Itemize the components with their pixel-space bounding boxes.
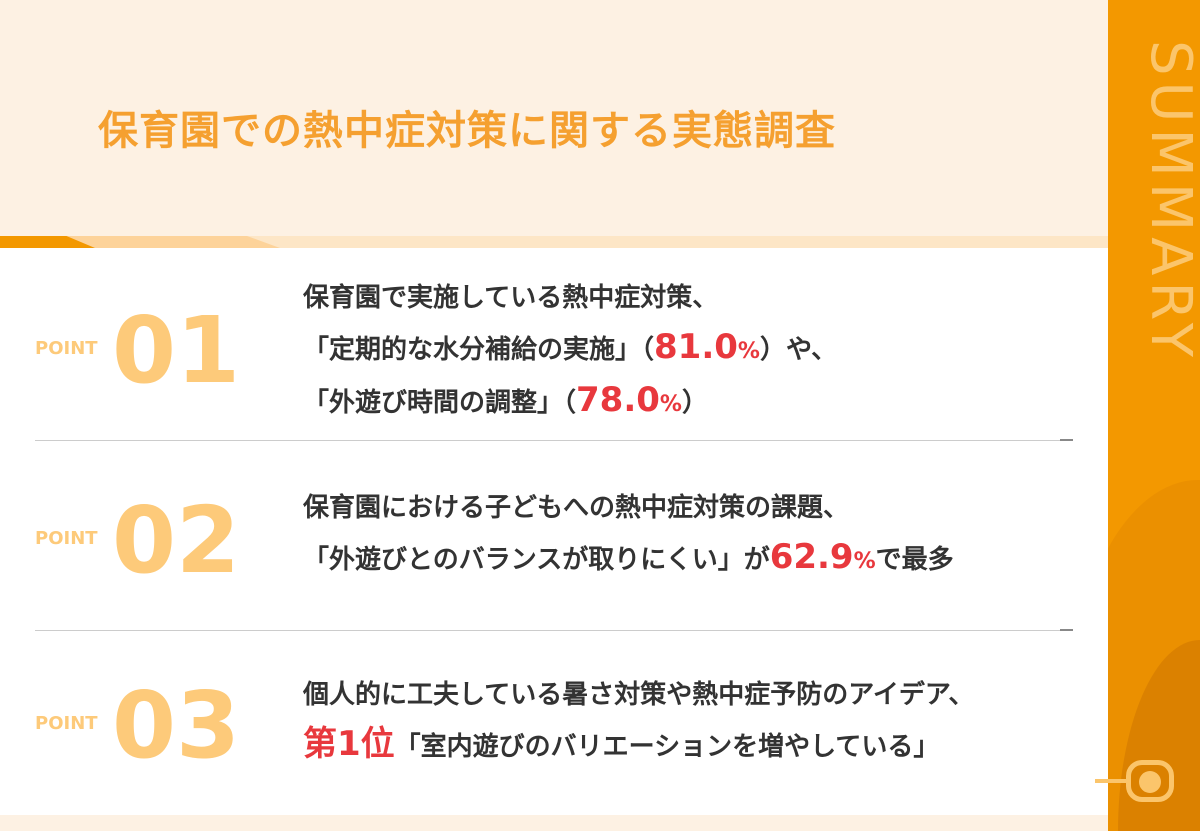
line: 保育園で実施している熱中症対策、 bbox=[303, 283, 719, 313]
line: 第1位「室内遊びのバリエーションを増やしている」 bbox=[303, 724, 940, 764]
magnifier-handle bbox=[1095, 779, 1127, 783]
line: 「定期的な水分補給の実施」（81.0%）や、 bbox=[303, 327, 838, 367]
point-label: POINT bbox=[35, 713, 98, 734]
summary-panel bbox=[0, 248, 1108, 815]
divider bbox=[35, 629, 1073, 631]
divider bbox=[35, 439, 1073, 441]
point-text: 個人的に工夫している暑さ対策や熱中症予防のアイデア、 第1位「室内遊びのバリエー… bbox=[303, 671, 974, 772]
point-number: 02 bbox=[112, 487, 241, 594]
line: 「外遊び時間の調整」（78.0%） bbox=[303, 380, 708, 420]
point-number: 01 bbox=[112, 297, 241, 404]
point-label: POINT bbox=[35, 528, 98, 549]
point-text: 保育園で実施している熱中症対策、 「定期的な水分補給の実施」（81.0%）や、 … bbox=[303, 274, 837, 429]
point-text: 保育園における子どもへの熱中症対策の課題、 「外遊びとのバランスが取りにくい」が… bbox=[303, 484, 954, 586]
line: 個人的に工夫している暑さ対策や熱中症予防のアイデア、 bbox=[303, 680, 975, 710]
header-stripe bbox=[0, 236, 1108, 248]
line: 保育園における子どもへの熱中症対策の課題、 bbox=[303, 493, 850, 523]
page-title: 保育園での熱中症対策に関する実態調査 bbox=[98, 108, 836, 154]
summary-sidebar: SUMMARY bbox=[1108, 0, 1200, 831]
magnifier-icon bbox=[1126, 760, 1174, 802]
summary-label: SUMMARY bbox=[1138, 40, 1200, 364]
line: 「外遊びとのバランスが取りにくい」が62.9%で最多 bbox=[303, 537, 954, 577]
point-label: POINT bbox=[35, 338, 98, 359]
point-number: 03 bbox=[112, 672, 241, 779]
